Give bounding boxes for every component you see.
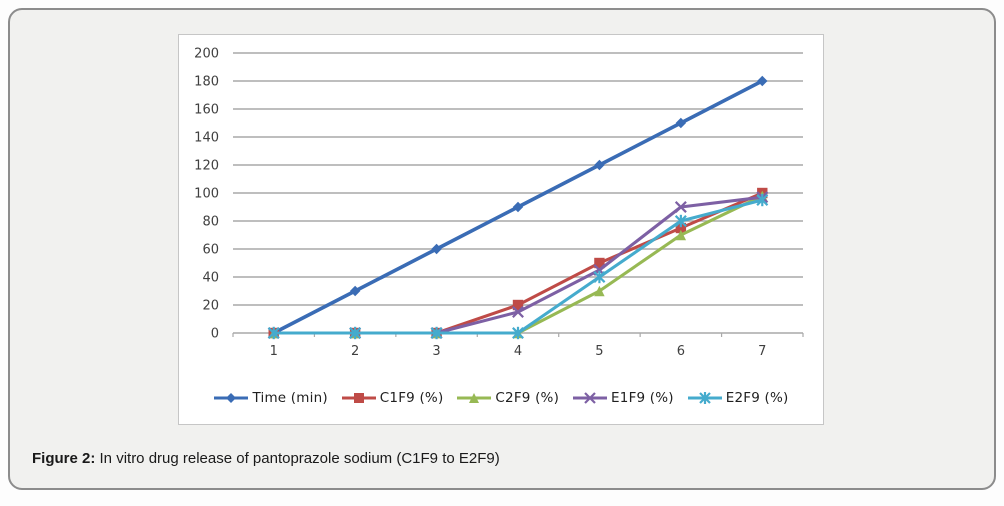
x-tick-label: 1 xyxy=(270,344,278,359)
x-tick-label: 3 xyxy=(432,344,440,359)
series-c2f9- xyxy=(268,190,768,339)
figure-caption: Figure 2: In vitro drug release of panto… xyxy=(32,450,500,467)
y-tick-label: 40 xyxy=(202,271,219,286)
x-tick-label: 4 xyxy=(514,344,522,359)
caption-text: In vitro drug release of pantoprazole so… xyxy=(95,450,500,467)
series-e1f9- xyxy=(267,191,769,339)
x-tick-label: 7 xyxy=(758,344,766,359)
legend-marker-square-icon xyxy=(341,393,376,403)
x-tick-label: 2 xyxy=(351,344,359,359)
legend-label: E2F9 (%) xyxy=(725,390,789,406)
y-tick-label: 60 xyxy=(202,243,219,258)
y-tick-label: 0 xyxy=(211,327,219,342)
plot-svg: 0 20 40 60 80 100 120 140 160 180 200 1 2 3 4 5 6 7 xyxy=(194,47,804,359)
legend-item: C1F9 (%) xyxy=(341,390,444,406)
y-tick-label: 140 xyxy=(194,131,219,146)
caption-label: Figure 2: xyxy=(32,450,96,467)
chart-box: 0 20 40 60 80 100 120 140 160 180 200 1 2 3 4 5 6 7 Time … xyxy=(178,34,824,425)
legend-item: E1F9 (%) xyxy=(572,390,674,406)
legend-label: C1F9 (%) xyxy=(379,390,444,406)
legend-item: C2F9 (%) xyxy=(456,390,559,406)
y-tick-label: 20 xyxy=(202,299,219,314)
legend-marker-star-icon xyxy=(687,392,722,404)
y-tick-label: 180 xyxy=(194,75,219,90)
legend-item: Time (min) xyxy=(213,390,328,406)
y-tick-label: 80 xyxy=(202,215,219,230)
series-e2f9- xyxy=(267,193,769,340)
y-tick-label: 200 xyxy=(194,47,219,62)
y-tick-label: 100 xyxy=(194,187,219,202)
legend-item: E2F9 (%) xyxy=(687,390,789,406)
x-tick-label: 6 xyxy=(677,344,685,359)
y-tick-label: 160 xyxy=(194,103,219,118)
y-tick-label: 120 xyxy=(194,159,219,174)
legend-marker-x-icon xyxy=(573,392,608,404)
legend-label: E1F9 (%) xyxy=(611,390,674,406)
legend-marker-triangle-icon xyxy=(457,393,492,403)
legend-label: Time (min) xyxy=(252,390,328,406)
chart-legend: Time (min) C1F9 (%) C2F9 (%) E1F9 (%) E2F9 (… xyxy=(179,381,823,415)
legend-label: C2F9 (%) xyxy=(495,390,560,406)
legend-marker-diamond-icon xyxy=(214,393,249,403)
x-tick-label: 5 xyxy=(595,344,603,359)
figure-frame: 0 20 40 60 80 100 120 140 160 180 200 1 2 3 4 5 6 7 Time … xyxy=(8,8,996,490)
